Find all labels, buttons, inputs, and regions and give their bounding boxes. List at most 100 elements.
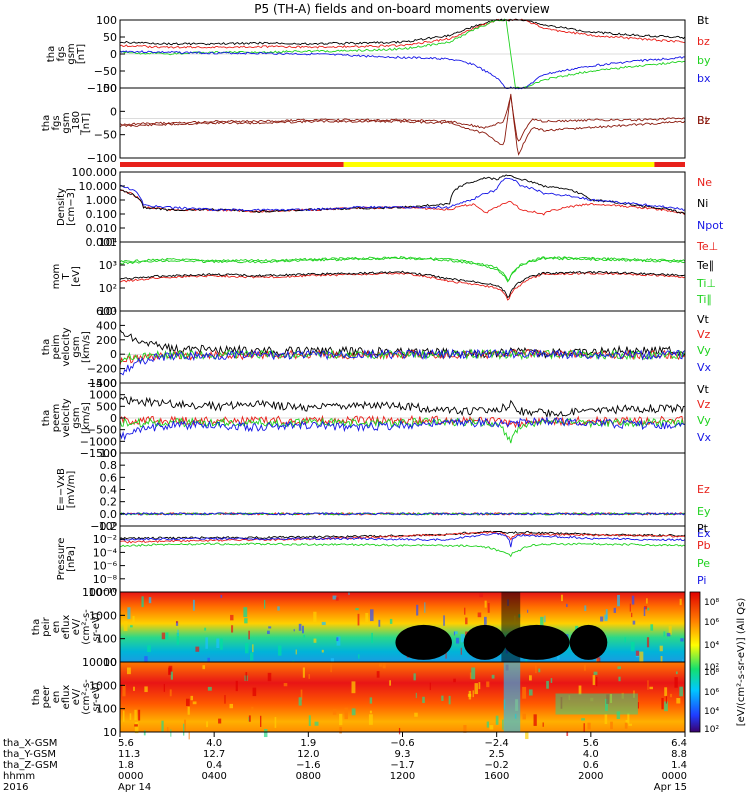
- y-tick-label: −1500: [80, 447, 117, 460]
- spectrogram-cell: [584, 605, 587, 612]
- spectrogram-cell: [527, 609, 529, 613]
- spectrogram-cell: [666, 632, 671, 637]
- spectrogram-cell: [522, 686, 527, 699]
- spectrogram-cell: [596, 657, 601, 666]
- series-line-0: [120, 18, 685, 46]
- legend-label: Pi: [697, 574, 706, 587]
- spectrogram-cell: [445, 649, 447, 659]
- y-axis-label-line: [km/s]: [81, 331, 92, 363]
- colorbar-label: [eV/(cm²-s-sr-eV)] (All Qs): [736, 598, 747, 727]
- spectrogram-cell: [463, 725, 467, 733]
- legend-label: Te∥: [696, 259, 714, 272]
- spectrogram-cell: [300, 689, 303, 700]
- spectrogram-cell: [195, 646, 200, 652]
- spectrogram-cell: [144, 686, 148, 693]
- spectrogram-cell: [631, 612, 633, 618]
- spectrogram-cell: [243, 607, 248, 618]
- y-axis-label-line: [cm−3]: [66, 188, 77, 226]
- spectrogram-cell: [368, 714, 373, 725]
- y-axis-label-line: sr-eV): [91, 612, 102, 641]
- spectrogram-cell: [398, 727, 401, 735]
- spectrogram-cell: [330, 662, 332, 673]
- colorbar: 10⁸10⁶10⁴10²10⁸10⁶10⁴10²[eV/(cm²-s-sr-eV…: [689, 591, 747, 735]
- legend-label: Vy: [697, 414, 711, 427]
- spectrogram-cell: [479, 592, 484, 598]
- y-tick-label: 100: [96, 14, 117, 27]
- spectrogram-cell: [484, 600, 487, 608]
- spectrogram-cell: [230, 614, 234, 621]
- series-group: [120, 530, 685, 558]
- spectrogram-cell: [224, 695, 226, 704]
- footer-value: 0000: [662, 771, 687, 782]
- spectrogram-cell: [674, 677, 678, 688]
- y-axis-label-line: (cm²-s-: [81, 609, 92, 645]
- spectrogram-cell: [251, 706, 254, 711]
- y-axis-label-line: tha: [41, 410, 52, 426]
- legend-label: Vx: [697, 431, 712, 444]
- y-tick-label: 0.8: [100, 459, 118, 472]
- y-tick-label: 0: [110, 412, 117, 425]
- spectrogram-cell: [129, 713, 132, 720]
- colorbar-tick: 10⁶: [704, 688, 719, 698]
- spectrogram-cell: [321, 621, 326, 626]
- y-axis-label-line: peem: [51, 404, 62, 432]
- y-axis-label-line: [nT]: [81, 113, 92, 133]
- spectrogram-cell: [460, 634, 465, 643]
- series-line-3: [120, 417, 685, 441]
- legend-label: by: [697, 54, 711, 67]
- spectrogram-cell: [680, 638, 684, 642]
- spectrogram-cell: [489, 725, 494, 730]
- series-line-2: [120, 177, 685, 212]
- spectrogram-cell: [544, 615, 546, 623]
- y-tick-label: −100: [87, 152, 117, 165]
- legend-label: Ez: [697, 483, 710, 496]
- spectrogram-cell: [472, 690, 474, 698]
- spectrogram-cell: [141, 596, 144, 608]
- y-tick-label: −1000: [80, 435, 117, 448]
- spectrogram-cell: [639, 651, 644, 662]
- series-group: [120, 512, 685, 516]
- colorbar-tick: 10²: [704, 725, 719, 735]
- legend-label: Vt: [697, 313, 710, 326]
- spectrogram-cell: [628, 723, 633, 726]
- legend-label: Vt: [697, 383, 710, 396]
- ephemeris-footer: tha_X-GSMtha_Y-GSMtha_Z-GSMhhmm20165.611…: [3, 732, 687, 793]
- spectrogram-cell: [249, 652, 254, 661]
- spectrogram-cell: [229, 703, 234, 709]
- spectrogram-cell: [613, 607, 616, 613]
- spectrogram-cell: [204, 627, 207, 631]
- spectrogram-cell: [357, 613, 360, 626]
- spectrogram-cell: [389, 618, 393, 624]
- y-axis-label-line: gsm: [61, 112, 72, 133]
- spectrogram-cell: [566, 731, 569, 736]
- y-axis-label-line: [eV]: [71, 266, 82, 287]
- spectrogram-cell: [134, 709, 137, 721]
- footer-row-label: hhmm: [3, 771, 35, 782]
- figure-title: P5 (TH-A) fields and on-board moments ov…: [254, 2, 550, 16]
- legend-label: Ey: [697, 505, 711, 518]
- legend-label: Bt: [697, 114, 710, 127]
- spectrogram-cell: [460, 647, 462, 655]
- y-axis-label-line: Pressure: [56, 538, 67, 581]
- spectrogram-cell: [295, 649, 297, 655]
- y-axis-label: thapeimvelocitygsm[km/s]: [41, 327, 92, 366]
- spectrogram-cell: [248, 630, 250, 640]
- y-tick-label: 100.000: [72, 166, 118, 179]
- footer-value: 12.7: [203, 749, 225, 760]
- y-tick-label: 10000: [82, 656, 117, 669]
- spectrogram-cell: [595, 676, 598, 687]
- spectrogram-cell: [635, 650, 640, 656]
- spectrogram-cell: [424, 602, 426, 613]
- spectrogram-cell: [487, 603, 490, 613]
- footer-value: 4.0: [206, 738, 222, 749]
- spectrogram-cell: [663, 631, 666, 637]
- colorbar-tick: 10⁴: [704, 641, 719, 651]
- spectrogram-cell: [163, 683, 165, 692]
- spectrogram-cell: [170, 729, 172, 737]
- spectrogram-cell: [176, 632, 180, 645]
- panel-4: 10⁴ 10³ 10² 10¹ momT[eV] Te⊥ Te∥ Ti⊥ Ti∥: [51, 236, 718, 318]
- spectrogram-cell: [259, 715, 262, 727]
- spectrogram-cell: [133, 686, 135, 691]
- spectrogram-cell: [183, 723, 185, 736]
